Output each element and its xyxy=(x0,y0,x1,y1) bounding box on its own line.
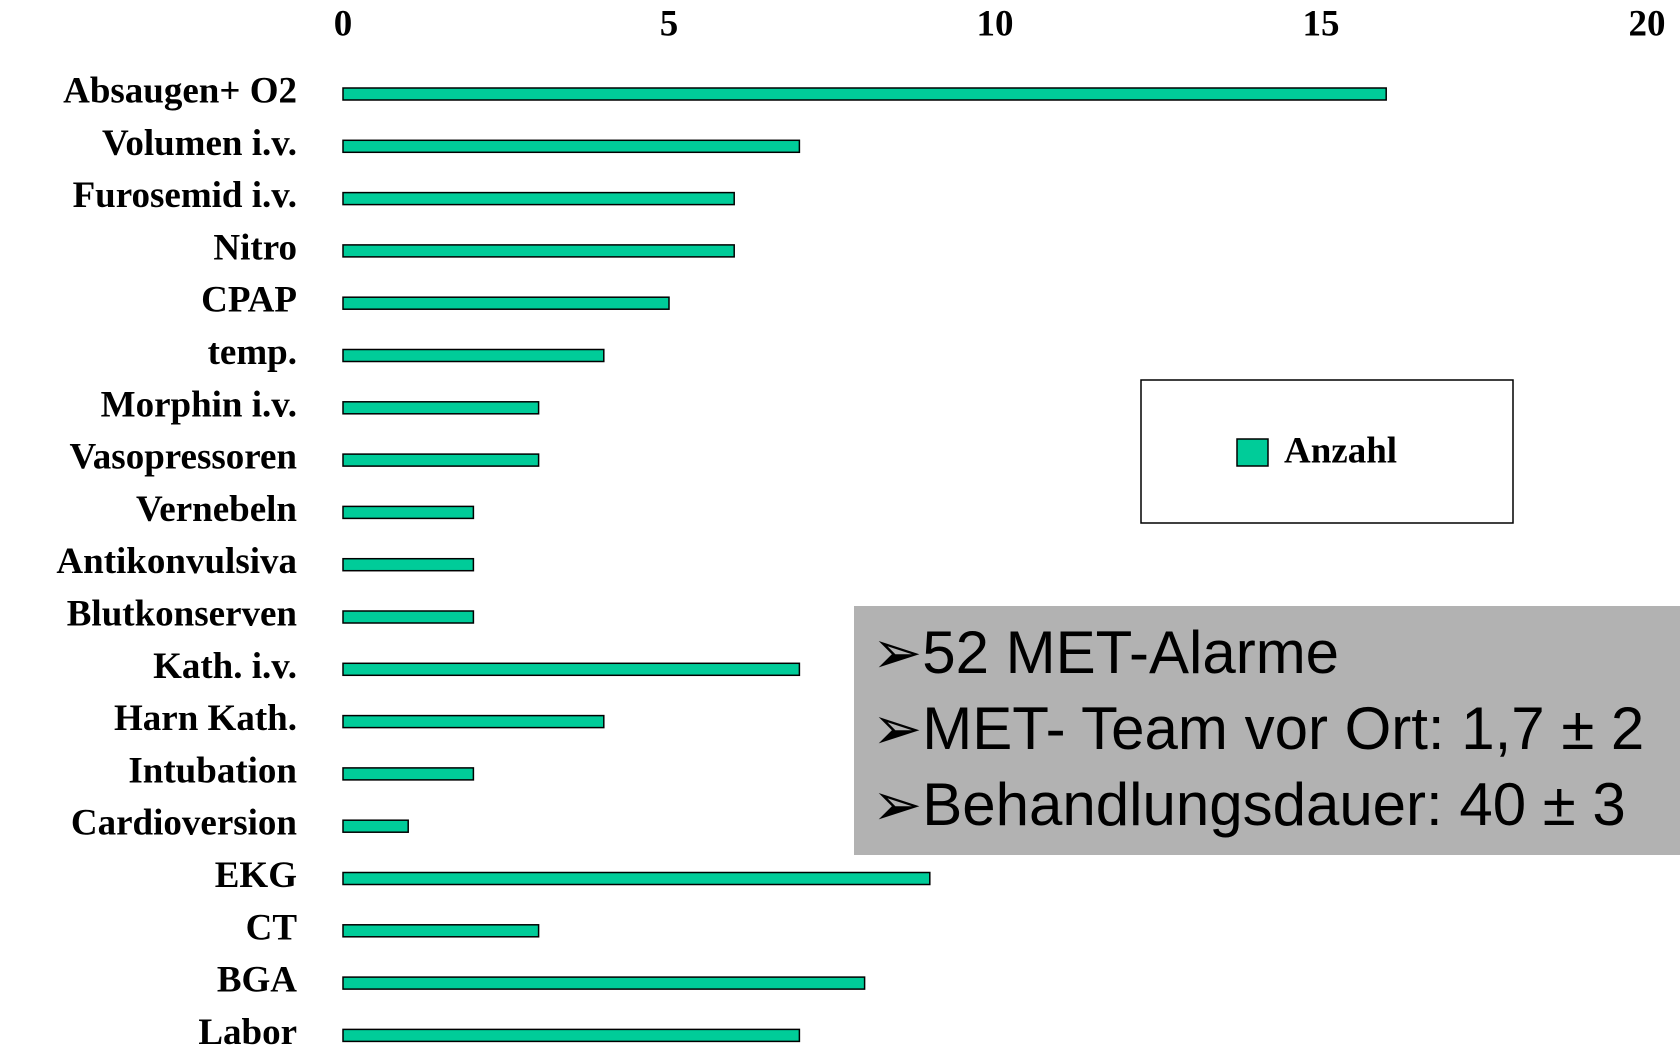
y-tick-label: Harn Kath. xyxy=(114,698,297,739)
y-tick-label: Blutkonserven xyxy=(67,593,298,634)
x-tick-label: 10 xyxy=(977,3,1014,44)
annotation: ➢MET- Team vor Ort: 1,7 ± 2 xyxy=(872,695,1644,762)
legend-box xyxy=(1140,379,1514,524)
y-tick-label: EKG xyxy=(215,855,297,896)
bar xyxy=(342,610,475,624)
y-tick-label: CT xyxy=(246,907,298,948)
bar xyxy=(342,244,735,258)
bar xyxy=(342,924,540,938)
y-tick-label: Furosemid i.v. xyxy=(73,175,297,216)
info-box xyxy=(854,606,1680,855)
bar xyxy=(342,871,931,886)
bar xyxy=(342,139,801,154)
x-tick-label: 20 xyxy=(1629,3,1666,44)
y-tick-label: Vernebeln xyxy=(136,489,297,530)
bar xyxy=(342,87,1387,101)
bar xyxy=(342,819,409,833)
bar xyxy=(342,557,475,572)
legend-swatch xyxy=(1236,438,1269,467)
legend-label: Anzahl xyxy=(1284,430,1397,471)
bar xyxy=(342,191,735,206)
y-tick-label: Vasopressoren xyxy=(69,437,297,478)
bar xyxy=(342,767,475,781)
y-tick-label: BGA xyxy=(217,960,297,1001)
x-tick-label: 0 xyxy=(334,3,353,44)
bar xyxy=(342,505,475,520)
x-tick-label: 15 xyxy=(1303,3,1340,44)
bar xyxy=(342,976,866,990)
y-tick-label: temp. xyxy=(208,332,297,373)
y-tick-label: CPAP xyxy=(201,280,297,321)
annotation: ➢52 MET-Alarme xyxy=(872,619,1339,686)
bar xyxy=(342,453,540,467)
y-tick-label: Nitro xyxy=(213,227,297,268)
bar xyxy=(342,1028,801,1043)
bar xyxy=(342,662,801,677)
y-tick-label: Antikonvulsiva xyxy=(56,541,297,582)
y-tick-label: Cardioversion xyxy=(71,803,298,844)
annotation: ➢Behandlungsdauer: 40 ± 3 xyxy=(872,771,1626,838)
y-tick-label: Absaugen+ O2 xyxy=(63,70,297,111)
y-tick-label: Intubation xyxy=(128,750,297,791)
bar xyxy=(342,348,605,363)
y-tick-label: Kath. i.v. xyxy=(153,646,297,687)
y-tick-label: Volumen i.v. xyxy=(102,123,297,164)
y-tick-label: Labor xyxy=(198,1012,297,1049)
y-tick-label: Morphin i.v. xyxy=(101,384,297,425)
bar xyxy=(342,296,670,310)
x-tick-label: 5 xyxy=(660,3,679,44)
bar xyxy=(342,401,540,415)
bar xyxy=(342,714,605,729)
